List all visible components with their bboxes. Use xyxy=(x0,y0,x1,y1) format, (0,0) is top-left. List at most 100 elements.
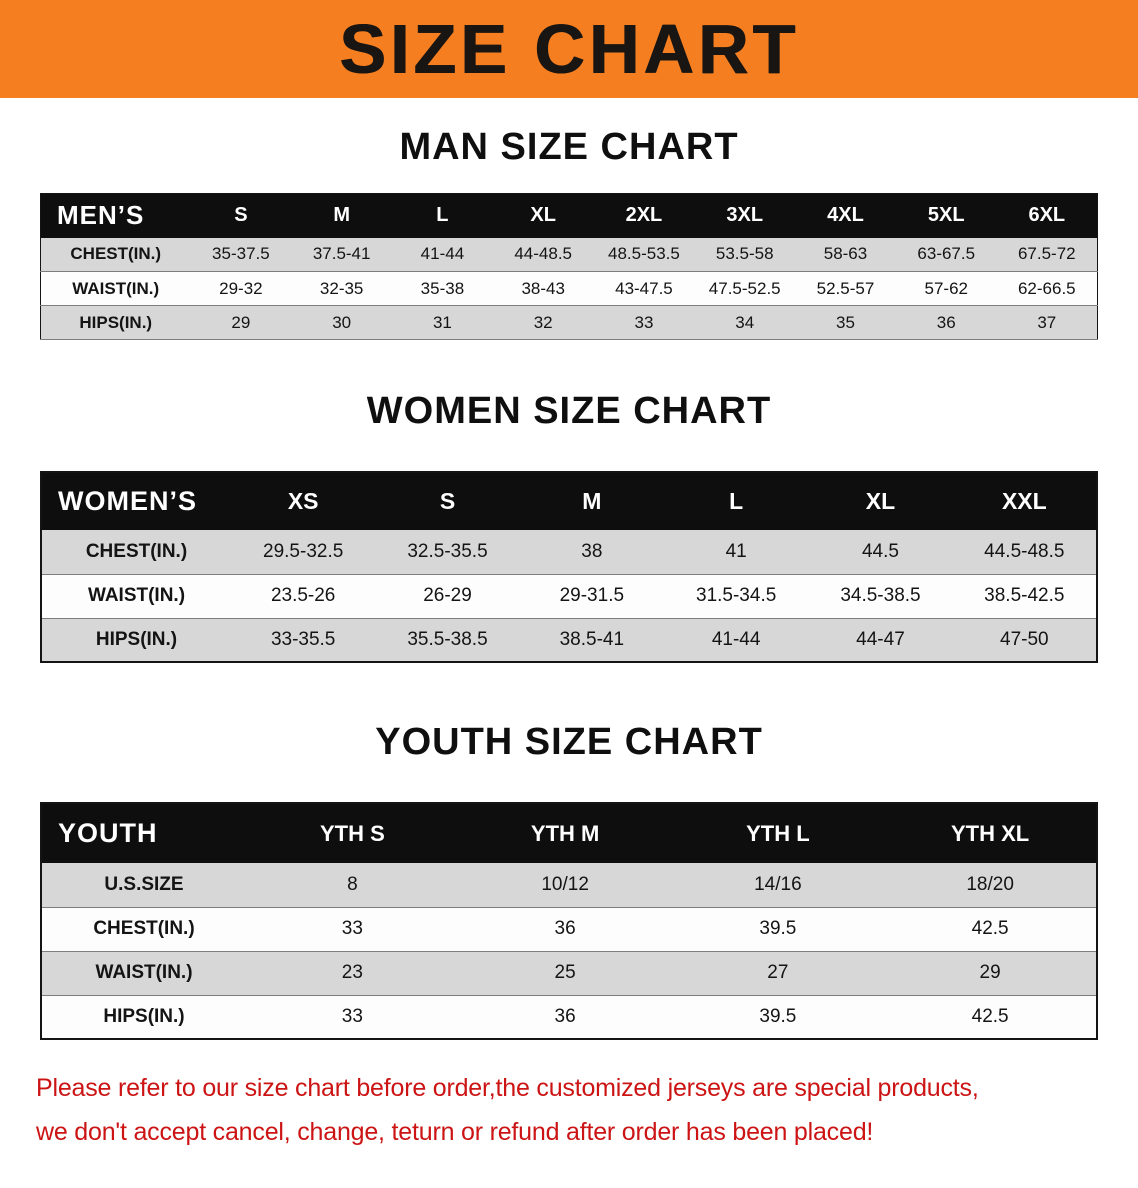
column-header: YTH L xyxy=(671,803,885,863)
table-cell: 47-50 xyxy=(952,618,1097,663)
column-header: S xyxy=(375,472,520,530)
table-cell: 37.5-41 xyxy=(291,237,393,272)
table-group-label: MEN’S xyxy=(40,193,191,238)
table-row: CHEST(IN.) 29.5-32.5 32.5-35.5 38 41 44.5 44.5… xyxy=(41,530,1097,575)
header-row: YOUTH YTH S YTH M YTH L YTH XL xyxy=(41,803,1097,863)
table-cell: 33 xyxy=(246,907,459,952)
table-cell: 38.5-42.5 xyxy=(952,574,1097,619)
row-label: HIPS(IN.) xyxy=(41,618,231,663)
page-title: SIZE CHART xyxy=(339,10,799,88)
row-label: CHEST(IN.) xyxy=(40,237,191,272)
disclaimer: Please refer to our size chart before or… xyxy=(0,1072,1138,1188)
table-row: WAIST(IN.) 23.5-26 26-29 29-31.5 31.5-34.5 34… xyxy=(41,574,1097,619)
table-cell: 31.5-34.5 xyxy=(663,574,809,619)
row-label: WAIST(IN.) xyxy=(40,271,191,306)
table-group-label: YOUTH xyxy=(41,803,246,863)
table-cell: 32-35 xyxy=(291,271,393,306)
row-label: HIPS(IN.) xyxy=(40,305,191,340)
table-cell: 38-43 xyxy=(492,271,594,306)
table-cell: 39.5 xyxy=(671,907,885,952)
table-row: WAIST(IN.) 23 25 27 29 xyxy=(41,951,1097,996)
table-cell: 23.5-26 xyxy=(231,574,376,619)
size-table-womens: WOMEN’S XS S M L XL XXL CHEST(IN.) 29.5-32.5 32.5… xyxy=(40,471,1098,663)
table-cell: 44-48.5 xyxy=(492,237,594,272)
column-header: 3XL xyxy=(694,193,796,238)
section-title-mens: MAN SIZE CHART xyxy=(399,126,739,168)
table-cell: 43-47.5 xyxy=(593,271,695,306)
size-table-mens: MEN’S S M L XL 2XL 3XL 4XL 5XL 6XL CHEST(IN.) 35-37… xyxy=(40,193,1098,340)
table-cell: 35 xyxy=(795,305,896,340)
row-label: HIPS(IN.) xyxy=(41,995,246,1040)
table-cell: 63-67.5 xyxy=(895,237,997,272)
row-label: U.S.SIZE xyxy=(41,863,246,908)
table-cell: 33-35.5 xyxy=(231,618,376,663)
table-cell: 31 xyxy=(392,305,493,340)
table-head-youth: YOUTH YTH S YTH M YTH L YTH XL xyxy=(41,803,1097,863)
table-head-womens: WOMEN’S XS S M L XL XXL xyxy=(41,472,1097,530)
table-cell: 27 xyxy=(671,951,885,996)
section-mens: MAN SIZE CHART MEN’S S M L XL 2XL 3XL 4XL 5XL 6XL C… xyxy=(0,126,1138,340)
sections-container: MAN SIZE CHART MEN’S S M L XL 2XL 3XL 4XL 5XL 6XL C… xyxy=(0,126,1138,1040)
table-row: HIPS(IN.) 33-35.5 35.5-38.5 38.5-41 41-44 44-… xyxy=(41,618,1097,663)
table-cell: 36 xyxy=(458,995,672,1040)
table-cell: 37 xyxy=(996,305,1098,340)
row-label: WAIST(IN.) xyxy=(41,951,246,996)
table-cell: 36 xyxy=(458,907,672,952)
table-cell: 32 xyxy=(492,305,594,340)
size-table-youth: YOUTH YTH S YTH M YTH L YTH XL U.S.SIZE 8 10/12… xyxy=(40,802,1098,1040)
table-cell: 35-38 xyxy=(392,271,493,306)
row-label: WAIST(IN.) xyxy=(41,574,231,619)
table-cell: 52.5-57 xyxy=(795,271,896,306)
column-header: XS xyxy=(231,472,376,530)
column-header: YTH XL xyxy=(884,803,1097,863)
column-header: XL xyxy=(808,472,953,530)
column-header: XL xyxy=(492,193,594,238)
section-womens: WOMEN SIZE CHART WOMEN’S XS S M L XL XXL CHEST(I… xyxy=(0,390,1138,663)
table-cell: 39.5 xyxy=(671,995,885,1040)
table-cell: 57-62 xyxy=(895,271,997,306)
column-header: M xyxy=(291,193,393,238)
row-label: CHEST(IN.) xyxy=(41,530,231,575)
table-body-mens: CHEST(IN.) 35-37.5 37.5-41 41-44 44-48.5 48.5… xyxy=(40,237,1098,340)
table-cell: 29.5-32.5 xyxy=(231,530,376,575)
table-row: HIPS(IN.) 29 30 31 32 33 34 35 36 37 xyxy=(40,305,1098,340)
column-header: L xyxy=(392,193,493,238)
table-cell: 53.5-58 xyxy=(694,237,796,272)
table-row: CHEST(IN.) 33 36 39.5 42.5 xyxy=(41,907,1097,952)
table-cell: 36 xyxy=(895,305,997,340)
table-cell: 34 xyxy=(694,305,796,340)
table-cell: 62-66.5 xyxy=(996,271,1098,306)
table-row: U.S.SIZE 8 10/12 14/16 18/20 xyxy=(41,863,1097,908)
table-cell: 38 xyxy=(519,530,664,575)
disclaimer-line-2: we don't accept cancel, change, teturn o… xyxy=(36,1117,874,1146)
table-body-youth: U.S.SIZE 8 10/12 14/16 18/20 CHEST(IN.) 33 36 39… xyxy=(41,863,1097,1040)
table-cell: 67.5-72 xyxy=(996,237,1098,272)
table-cell: 35-37.5 xyxy=(190,237,292,272)
table-cell: 29-31.5 xyxy=(519,574,664,619)
table-cell: 25 xyxy=(458,951,672,996)
table-cell: 41 xyxy=(663,530,809,575)
table-cell: 34.5-38.5 xyxy=(808,574,953,619)
disclaimer-line-1: Please refer to our size chart before or… xyxy=(36,1074,979,1102)
table-cell: 38.5-41 xyxy=(519,618,664,663)
column-header: 2XL xyxy=(593,193,695,238)
section-title-womens: WOMEN SIZE CHART xyxy=(366,390,772,432)
column-header: YTH M xyxy=(458,803,672,863)
table-group-label: WOMEN’S xyxy=(41,472,231,530)
table-cell: 44-47 xyxy=(808,618,953,663)
banner: SIZE CHART xyxy=(0,0,1138,98)
table-cell: 42.5 xyxy=(884,907,1097,952)
table-cell: 42.5 xyxy=(884,995,1097,1040)
table-cell: 23 xyxy=(246,951,459,996)
section-youth: YOUTH SIZE CHART YOUTH YTH S YTH M YTH L YTH … xyxy=(0,721,1138,1040)
table-cell: 29-32 xyxy=(190,271,292,306)
table-cell: 26-29 xyxy=(375,574,520,619)
column-header: XXL xyxy=(952,472,1097,530)
table-cell: 32.5-35.5 xyxy=(375,530,520,575)
header-row: MEN’S S M L XL 2XL 3XL 4XL 5XL 6XL xyxy=(40,193,1098,238)
column-header: 4XL xyxy=(795,193,896,238)
table-cell: 30 xyxy=(291,305,393,340)
table-cell: 48.5-53.5 xyxy=(593,237,695,272)
table-cell: 33 xyxy=(593,305,695,340)
table-cell: 44.5-48.5 xyxy=(952,530,1097,575)
